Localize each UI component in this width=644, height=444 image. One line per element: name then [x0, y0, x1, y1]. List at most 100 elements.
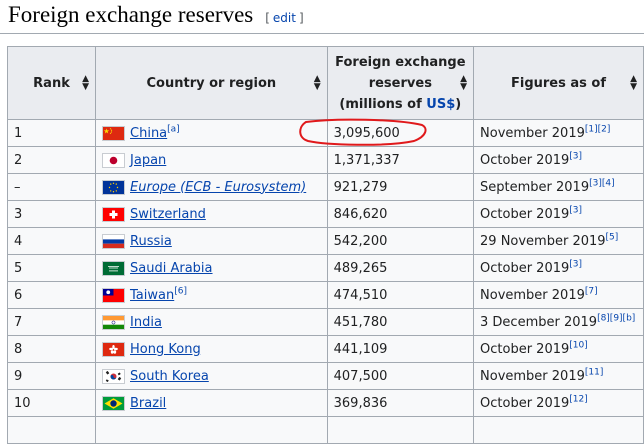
country-link[interactable]: India: [130, 314, 162, 330]
rank-cell: 4: [6, 227, 97, 255]
date-citation[interactable]: [5]: [605, 232, 619, 243]
figures-date-text: 3 December 2019: [480, 314, 598, 330]
country-cell: China[a]: [95, 119, 328, 147]
country-link[interactable]: Taiwan: [130, 287, 175, 303]
reserves-cell: 921,279: [326, 173, 475, 201]
date-citation[interactable]: [3]: [569, 151, 583, 162]
switzerland-flag-icon: [102, 206, 126, 222]
reserves-header-line3: (millions of US$): [334, 94, 467, 115]
country-citation[interactable]: [6]: [174, 286, 187, 297]
country-cell: Russia: [95, 227, 328, 255]
rank-cell: –: [6, 173, 97, 201]
reserves-column-header[interactable]: Foreign exchange reserves (millions of U…: [326, 46, 475, 120]
hong-kong-flag-icon: [102, 341, 126, 357]
edit-section-link[interactable]: edit: [272, 11, 296, 25]
country-header-label: Country or region: [146, 75, 277, 91]
reserves-cell: 846,620: [326, 200, 475, 228]
date-citation[interactable]: [1][2]: [584, 124, 611, 135]
table-row: 2 Japan 1,371,337 October 2019[3]: [6, 146, 644, 174]
reserves-cell: 489,265: [326, 254, 475, 282]
reserves-cell: 441,109: [326, 335, 475, 363]
table-row: 1 China[a] 3,095,600 November 2019[1][2]: [6, 119, 644, 147]
country-link[interactable]: Saudi Arabia: [130, 260, 213, 276]
sort-icon[interactable]: ▲ ▼: [460, 74, 468, 92]
edit-section-wrapper: [edit]: [265, 11, 303, 25]
table-header-row: Rank ▲ ▼ Country or region ▲ ▼ Foreign exc…: [6, 46, 644, 120]
rank-column-header[interactable]: Rank ▲ ▼: [6, 46, 97, 120]
date-citation[interactable]: [3][4]: [589, 178, 615, 189]
figures-date-cell: November 2019[1][2]: [473, 119, 644, 147]
reserves-cell: 451,780: [326, 308, 475, 336]
figures-header-label: Figures as of: [511, 75, 607, 91]
figures-date-text: September 2019: [480, 179, 590, 195]
figures-column-header[interactable]: Figures as of ▲ ▼: [473, 46, 644, 120]
country-cell: Taiwan[6]: [95, 281, 328, 309]
figures-date-cell: November 2019[11]: [473, 362, 644, 390]
india-flag-icon: [102, 314, 126, 330]
edit-bracket-close: ]: [298, 11, 304, 25]
china-flag-icon: [102, 125, 126, 141]
rank-cell: 2: [6, 146, 97, 174]
rank-cell: 1: [6, 119, 97, 147]
country-link[interactable]: Europe (ECB - Eurosystem): [130, 179, 307, 195]
country-cell: Saudi Arabia: [95, 254, 328, 282]
taiwan-flag-icon: [102, 287, 126, 303]
table-row: 10 Brazil 369,836 October 2019[12]: [6, 389, 644, 417]
sort-icon[interactable]: ▲ ▼: [630, 74, 637, 92]
figures-date-text: November 2019: [480, 125, 585, 141]
table-row: 4 Russia 542,200 29 November 2019[5]: [6, 227, 644, 255]
rank-cell: 7: [6, 308, 97, 336]
table-row: 7 India 451,780 3 December 2019[8][9][b]: [6, 308, 644, 336]
sort-icon[interactable]: ▲ ▼: [313, 74, 321, 92]
eu-flag-icon: [102, 179, 126, 195]
reserves-cell: [326, 416, 475, 444]
reserves-table: Rank ▲ ▼ Country or region ▲ ▼ Foreign exc…: [6, 46, 644, 444]
figures-date-text: November 2019: [480, 287, 585, 303]
date-citation[interactable]: [12]: [569, 394, 588, 405]
date-citation[interactable]: [10]: [569, 340, 588, 351]
country-cell: Hong Kong: [95, 335, 328, 363]
rank-cell: 6: [6, 281, 97, 309]
country-cell: Europe (ECB - Eurosystem): [95, 173, 328, 201]
country-cell: Japan: [95, 146, 328, 174]
figures-date-cell: [473, 416, 644, 444]
table-row: – Europe (ECB - Eurosystem) 921,279 Septemb…: [6, 173, 644, 201]
rank-cell: 10: [6, 389, 97, 417]
table-body: 1 China[a] 3,095,600 November 2019[1][2] 2 Ja…: [6, 119, 644, 444]
country-link[interactable]: Switzerland: [130, 206, 206, 222]
reserves-cell: 542,200: [326, 227, 475, 255]
country-link[interactable]: Brazil: [130, 395, 167, 411]
russia-flag-icon: [102, 233, 126, 249]
country-column-header[interactable]: Country or region ▲ ▼: [95, 46, 328, 120]
japan-flag-icon: [102, 152, 126, 168]
date-citation[interactable]: [11]: [584, 367, 604, 378]
rank-cell: 8: [6, 335, 97, 363]
date-citation[interactable]: [7]: [584, 286, 598, 297]
edit-bracket-open: [: [265, 11, 270, 25]
figures-date-text: October 2019: [480, 395, 570, 411]
date-citation[interactable]: [8][9][b]: [597, 313, 636, 324]
rank-cell: [6, 416, 97, 444]
figures-date-text: 29 November 2019: [480, 233, 606, 249]
country-link[interactable]: Russia: [130, 233, 172, 249]
country-citation[interactable]: [a]: [167, 124, 180, 135]
country-cell: Brazil: [95, 389, 328, 417]
figures-date-cell: October 2019[3]: [473, 200, 644, 228]
south-korea-flag-icon: [102, 368, 126, 384]
figures-date-cell: October 2019[12]: [473, 389, 644, 417]
usd-link[interactable]: US$: [426, 96, 456, 112]
rank-cell: 9: [6, 362, 97, 390]
country-link[interactable]: South Korea: [130, 368, 209, 384]
date-citation[interactable]: [3]: [569, 205, 583, 216]
country-link[interactable]: Japan: [130, 152, 167, 168]
figures-date-text: October 2019: [480, 341, 570, 357]
figures-date-cell: 29 November 2019[5]: [473, 227, 644, 255]
country-link[interactable]: China: [130, 125, 168, 141]
country-link[interactable]: Hong Kong: [130, 341, 201, 357]
table-row: 9 South Korea 407,500 November 2019[11]: [6, 362, 644, 390]
reserves-header-units-suffix: ): [455, 96, 462, 112]
reserves-cell: 3,095,600: [326, 119, 475, 147]
sort-icon[interactable]: ▲ ▼: [82, 74, 90, 92]
date-citation[interactable]: [3]: [569, 259, 583, 270]
reserves-cell: 407,500: [326, 362, 475, 390]
